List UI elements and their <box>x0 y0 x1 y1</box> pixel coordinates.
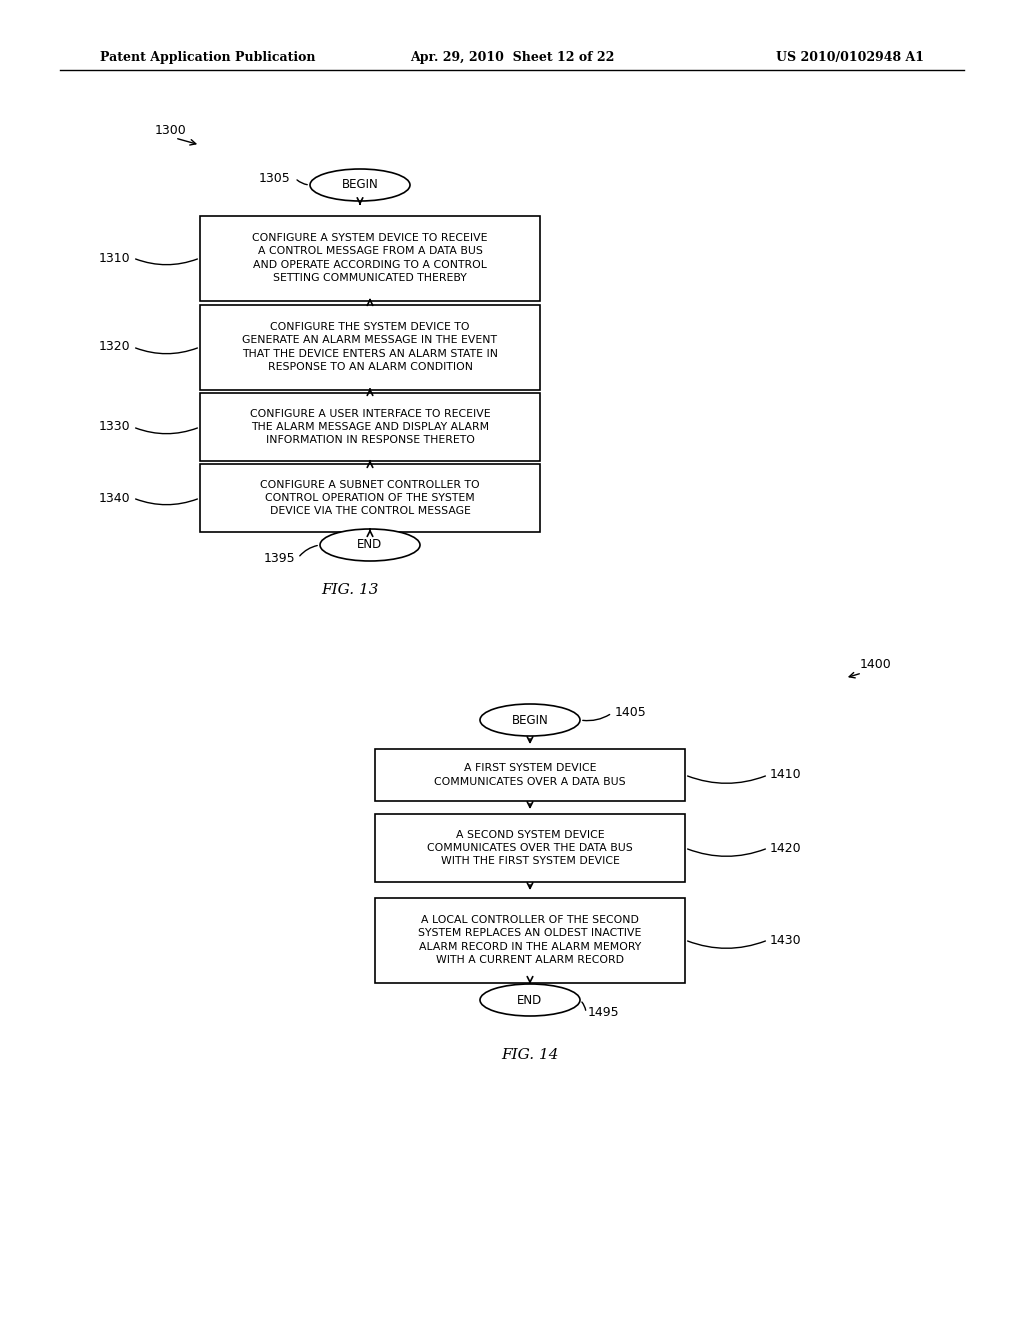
Text: 1395: 1395 <box>263 552 295 565</box>
Text: Patent Application Publication: Patent Application Publication <box>100 51 315 65</box>
Text: 1320: 1320 <box>98 341 130 354</box>
Text: 1405: 1405 <box>615 706 647 719</box>
Ellipse shape <box>480 704 580 737</box>
FancyBboxPatch shape <box>375 898 685 982</box>
Text: 1340: 1340 <box>98 491 130 504</box>
Text: A LOCAL CONTROLLER OF THE SECOND
SYSTEM REPLACES AN OLDEST INACTIVE
ALARM RECORD: A LOCAL CONTROLLER OF THE SECOND SYSTEM … <box>419 915 642 965</box>
Text: BEGIN: BEGIN <box>342 178 379 191</box>
Text: FIG. 13: FIG. 13 <box>322 583 379 597</box>
Text: END: END <box>517 994 543 1006</box>
Text: A SECOND SYSTEM DEVICE
COMMUNICATES OVER THE DATA BUS
WITH THE FIRST SYSTEM DEVI: A SECOND SYSTEM DEVICE COMMUNICATES OVER… <box>427 830 633 866</box>
Text: 1330: 1330 <box>98 421 130 433</box>
Text: Apr. 29, 2010  Sheet 12 of 22: Apr. 29, 2010 Sheet 12 of 22 <box>410 51 614 65</box>
Text: CONFIGURE THE SYSTEM DEVICE TO
GENERATE AN ALARM MESSAGE IN THE EVENT
THAT THE D: CONFIGURE THE SYSTEM DEVICE TO GENERATE … <box>242 322 498 372</box>
Text: BEGIN: BEGIN <box>512 714 549 726</box>
Text: FIG. 14: FIG. 14 <box>502 1048 559 1063</box>
Text: 1495: 1495 <box>588 1006 620 1019</box>
Text: END: END <box>357 539 383 552</box>
Text: 1300: 1300 <box>155 124 186 136</box>
Text: A FIRST SYSTEM DEVICE
COMMUNICATES OVER A DATA BUS: A FIRST SYSTEM DEVICE COMMUNICATES OVER … <box>434 763 626 787</box>
Text: 1400: 1400 <box>860 659 892 672</box>
Text: 1430: 1430 <box>770 933 802 946</box>
Text: 1410: 1410 <box>770 768 802 781</box>
Text: CONFIGURE A USER INTERFACE TO RECEIVE
THE ALARM MESSAGE AND DISPLAY ALARM
INFORM: CONFIGURE A USER INTERFACE TO RECEIVE TH… <box>250 409 490 445</box>
Text: 1420: 1420 <box>770 842 802 854</box>
Ellipse shape <box>310 169 410 201</box>
FancyBboxPatch shape <box>375 748 685 801</box>
FancyBboxPatch shape <box>375 814 685 882</box>
Text: 1305: 1305 <box>258 172 290 185</box>
Text: CONFIGURE A SUBNET CONTROLLER TO
CONTROL OPERATION OF THE SYSTEM
DEVICE VIA THE : CONFIGURE A SUBNET CONTROLLER TO CONTROL… <box>260 479 480 516</box>
Text: US 2010/0102948 A1: US 2010/0102948 A1 <box>776 51 924 65</box>
FancyBboxPatch shape <box>200 215 540 301</box>
Ellipse shape <box>319 529 420 561</box>
Text: CONFIGURE A SYSTEM DEVICE TO RECEIVE
A CONTROL MESSAGE FROM A DATA BUS
AND OPERA: CONFIGURE A SYSTEM DEVICE TO RECEIVE A C… <box>252 234 487 282</box>
Text: 1310: 1310 <box>98 252 130 264</box>
Ellipse shape <box>480 983 580 1016</box>
FancyBboxPatch shape <box>200 393 540 461</box>
FancyBboxPatch shape <box>200 465 540 532</box>
FancyBboxPatch shape <box>200 305 540 389</box>
